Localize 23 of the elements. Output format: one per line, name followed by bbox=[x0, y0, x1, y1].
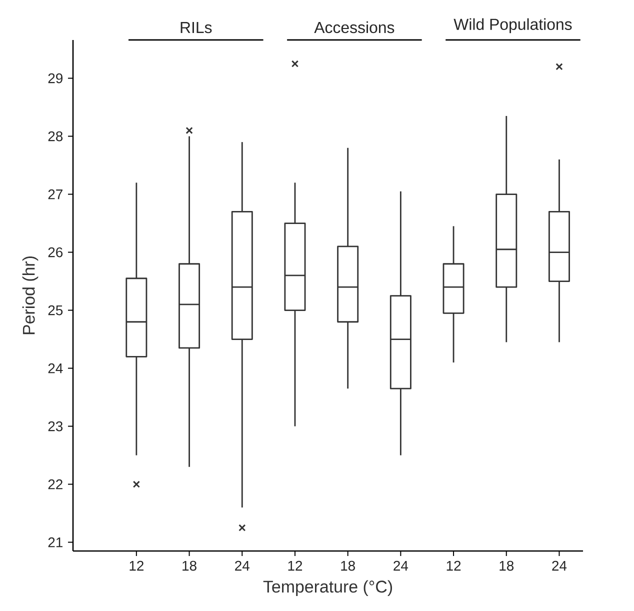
y-tick-label: 24 bbox=[48, 363, 63, 374]
y-tick-label: 21 bbox=[48, 537, 62, 548]
y-tick-label: 22 bbox=[48, 479, 62, 490]
x-tick-label: 12 bbox=[446, 560, 461, 571]
y-tick-label: 26 bbox=[48, 247, 63, 258]
y-tick-label: 23 bbox=[48, 421, 63, 432]
y-tick-label: 29 bbox=[48, 73, 62, 84]
x-tick-label: 12 bbox=[288, 560, 302, 571]
text: Accessions bbox=[314, 21, 394, 34]
text: Wild Populations bbox=[454, 18, 572, 34]
y-tick-label: 28 bbox=[48, 131, 63, 142]
x-tick-label: 18 bbox=[500, 560, 514, 571]
x-tick-label: 24 bbox=[394, 560, 408, 571]
y-tick-label: 25 bbox=[48, 305, 63, 316]
x-tick-label: 24 bbox=[552, 560, 567, 571]
text: RILs bbox=[180, 22, 212, 34]
y-axis-title: Period (hr) bbox=[22, 256, 38, 334]
x-tick-label: 18 bbox=[182, 560, 196, 571]
x-tick-label: 24 bbox=[235, 560, 250, 571]
x-tick-label: 18 bbox=[341, 560, 355, 571]
y-tick-label: 27 bbox=[48, 189, 62, 200]
x-tick-label: 12 bbox=[130, 560, 144, 571]
x-axis-title: Temperature (°C) bbox=[263, 580, 392, 596]
